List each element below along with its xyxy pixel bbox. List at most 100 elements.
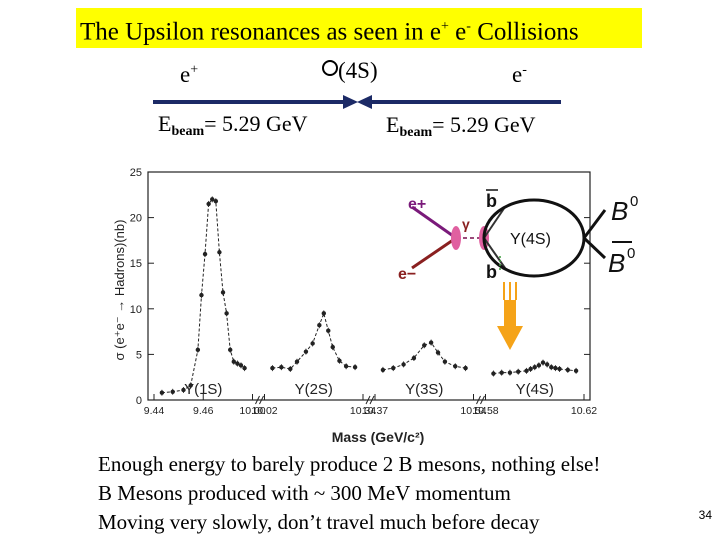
data-point xyxy=(499,370,504,375)
electron-beam-arrowhead xyxy=(357,95,372,109)
b0-line xyxy=(582,209,607,239)
beam-energy-symbol: E xyxy=(158,111,172,136)
beam-energy-value: = 5.29 GeV xyxy=(432,112,536,137)
x-tick-label: 10.54 xyxy=(460,405,486,417)
data-point xyxy=(210,197,215,202)
data-point xyxy=(540,360,546,365)
upsilon-4s-label: (4S) xyxy=(322,58,378,84)
panel-resonance-label: Υ(3S) xyxy=(405,381,443,398)
note-line-2: B Mesons produced with ~ 300 MeV momentu… xyxy=(98,481,511,505)
title-highlight xyxy=(76,8,642,48)
page-number: 34 xyxy=(698,508,712,522)
data-point xyxy=(235,361,240,366)
annihilation-vertex xyxy=(451,226,461,250)
data-point xyxy=(352,364,358,370)
data-point xyxy=(242,365,247,371)
data-point xyxy=(435,350,441,355)
chart-axes: 0 5 10 15 20 25 9.44 9.46 10.00 Υ(1S) 10.02 10.34 Υ(… xyxy=(130,167,598,417)
data-point xyxy=(565,367,571,373)
data-point xyxy=(343,364,349,369)
data-point xyxy=(453,364,458,369)
y-tick-label: 25 xyxy=(130,167,142,179)
data-point xyxy=(317,323,322,328)
panel-resonance-label: Υ(1S) xyxy=(184,381,222,398)
axis-break-mark xyxy=(480,395,485,405)
data-point xyxy=(428,340,434,345)
data-point xyxy=(532,364,537,370)
y-tick-label: 15 xyxy=(130,258,142,270)
beam-energy-left: Ebeam= 5.29 GeV xyxy=(158,111,308,140)
data-point xyxy=(321,311,327,316)
data-point xyxy=(181,387,186,393)
beam-energy-symbol: E xyxy=(386,112,400,137)
y-tick-label: 5 xyxy=(136,349,142,361)
data-point xyxy=(188,383,193,388)
b0-superscript: 0 xyxy=(630,193,638,210)
data-point xyxy=(303,349,309,354)
upsilon-4s-bubble-label: Υ(4S) xyxy=(510,231,551,248)
gamma-label: γ xyxy=(462,216,470,232)
x-axis-label: Mass (GeV/c²) xyxy=(332,429,425,445)
data-point xyxy=(516,369,521,374)
data-point xyxy=(536,363,542,368)
electron-label: e- xyxy=(512,62,527,88)
positron-letter: e xyxy=(180,62,191,87)
data-point xyxy=(202,251,208,257)
positron-label: e+ xyxy=(180,62,198,88)
data-point xyxy=(213,198,219,204)
decay-arrow-shaft xyxy=(504,300,516,328)
circle-icon xyxy=(322,60,338,76)
upsilon-4s-text: (4S) xyxy=(338,58,378,83)
x-tick-label: 10.37 xyxy=(362,405,388,417)
data-point xyxy=(463,365,468,371)
x-tick-label: 9.46 xyxy=(193,405,214,417)
data-point xyxy=(238,363,244,368)
y-tick-label: 0 xyxy=(136,395,142,407)
data-point xyxy=(401,362,406,367)
note-line-1: Enough energy to barely produce 2 B meso… xyxy=(98,452,601,476)
data-point xyxy=(224,311,229,316)
data-point xyxy=(206,201,211,207)
e-minus-label: e− xyxy=(398,266,416,283)
x-tick-label: 10.00 xyxy=(239,405,265,417)
positron-charge: + xyxy=(190,62,199,78)
decay-arrow-head xyxy=(497,326,523,350)
beam-energy-value: = 5.29 GeV xyxy=(204,111,308,136)
note-line-3: Moving very slowly, don’t travel much be… xyxy=(98,510,540,534)
data-point xyxy=(380,367,386,373)
electron-line xyxy=(411,236,457,270)
data-point xyxy=(544,362,550,367)
title-text: The Upsilon resonances as seen in e xyxy=(80,18,441,46)
data-point xyxy=(217,250,222,255)
axis-break-mark xyxy=(369,395,375,405)
data-point xyxy=(524,368,529,374)
title-text-end: Collisions xyxy=(470,18,579,46)
data-point xyxy=(326,328,331,333)
b0bar-line xyxy=(582,236,607,260)
b0bar-superscript: 0 xyxy=(627,245,635,262)
axis-break-mark xyxy=(255,395,260,405)
title-electron-charge: - xyxy=(466,19,471,34)
beam-energy-sub: beam xyxy=(171,124,205,139)
y-tick-label: 20 xyxy=(130,213,142,225)
data-point xyxy=(422,343,427,348)
title-text-e: e xyxy=(448,18,467,46)
electron-letter: e xyxy=(512,62,523,87)
x-tick-label: 9.44 xyxy=(144,405,165,417)
data-point xyxy=(228,347,233,353)
e-plus-label: e+ xyxy=(408,196,426,213)
data-point xyxy=(220,290,226,295)
title-positron-charge: + xyxy=(441,19,449,34)
axis-break-mark xyxy=(476,395,481,405)
plot-frame xyxy=(147,171,591,401)
data-point xyxy=(491,371,496,376)
positron-beam-arrowhead xyxy=(343,95,358,109)
electron-charge: - xyxy=(522,62,527,78)
b-quark-line-top xyxy=(483,206,506,239)
beam-energy-sub: beam xyxy=(399,125,433,140)
data-point xyxy=(310,341,315,346)
data-point xyxy=(288,366,293,372)
